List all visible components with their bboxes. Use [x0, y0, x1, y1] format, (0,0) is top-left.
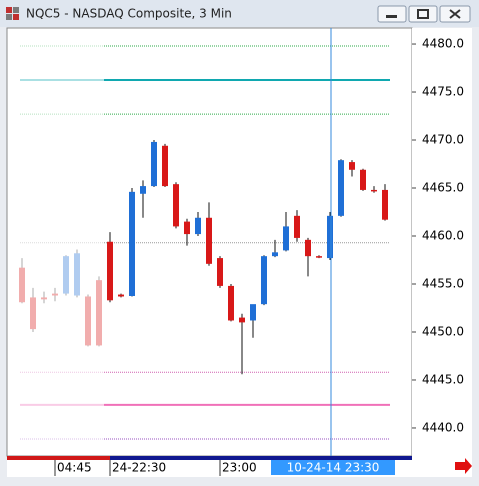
candle [151, 140, 157, 188]
candle-body [129, 191, 135, 296]
minimize-button[interactable] [377, 5, 407, 23]
candle-body [41, 297, 47, 300]
candle-body [63, 256, 69, 294]
y-tick-label: 4475.0 [422, 85, 464, 99]
app-icon [6, 7, 19, 20]
candle-body [173, 184, 179, 227]
candle-body [107, 241, 113, 301]
x-tick-label: 23:00 [222, 461, 257, 475]
candle [52, 287, 58, 302]
candle-body [294, 215, 300, 238]
y-tick-label: 4445.0 [422, 372, 464, 386]
candle [371, 186, 377, 193]
candle-body [338, 160, 344, 216]
candle [272, 239, 278, 258]
candle-body [239, 317, 245, 323]
candle-body [206, 217, 212, 264]
candle [184, 218, 190, 246]
y-tick-label: 4465.0 [422, 181, 464, 195]
candle [30, 287, 36, 332]
candle-body [283, 226, 289, 251]
y-tick-label: 4480.0 [422, 37, 464, 51]
candle-body [272, 252, 278, 257]
candle-body [118, 294, 124, 297]
candle-body [349, 162, 355, 170]
candle [327, 212, 333, 260]
candle [74, 249, 80, 298]
session-strip [110, 456, 412, 460]
maximize-button[interactable] [408, 5, 438, 23]
candle-body [52, 293, 58, 296]
window-title: NQC5 - NASDAQ Composite, 3 Min [26, 7, 232, 21]
candle [239, 313, 245, 375]
candle [140, 180, 146, 218]
candle-body [217, 258, 223, 286]
candle [261, 255, 267, 306]
candle-body [19, 267, 25, 303]
scroll-arrow[interactable] [455, 458, 472, 474]
candle [129, 188, 135, 297]
close-button[interactable] [439, 5, 471, 23]
candle-body [184, 221, 190, 235]
candle [338, 159, 344, 217]
x-tick-label: 24-22:30 [112, 461, 166, 475]
price-axis [412, 28, 472, 456]
candle [173, 182, 179, 229]
candle-body [228, 285, 234, 321]
candle-body [382, 189, 388, 220]
candle [294, 210, 300, 242]
candle-body [140, 186, 146, 194]
candle [118, 293, 124, 298]
y-tick-label: 4460.0 [422, 229, 464, 243]
candle [107, 232, 113, 303]
candle [349, 160, 355, 177]
y-tick-label: 4440.0 [422, 420, 464, 434]
history-strip [7, 456, 110, 460]
candle [41, 291, 47, 304]
candle-body [195, 217, 201, 235]
candle [195, 212, 201, 237]
candle [228, 283, 234, 322]
x-tick-label: 10-24-14 23:30 [287, 461, 380, 475]
candle-body [96, 280, 102, 346]
candle-body [30, 297, 36, 330]
candle [162, 143, 168, 188]
candle-body [360, 169, 366, 190]
plot-layer [19, 45, 390, 440]
time-highlight [271, 460, 395, 475]
candle-body [162, 145, 168, 187]
candle-body [305, 239, 311, 257]
candle-body [74, 253, 80, 296]
candle [217, 256, 223, 288]
candle [206, 202, 212, 266]
candle-body [327, 215, 333, 259]
candle [85, 294, 91, 347]
candle [96, 276, 102, 347]
candle [360, 168, 366, 191]
candle [250, 304, 256, 338]
candle-body [151, 141, 157, 187]
candle [19, 258, 25, 304]
candle-body [261, 256, 267, 305]
candle-body [316, 256, 322, 258]
candle-body [371, 189, 377, 192]
x-tick-label: 04:45 [57, 461, 92, 475]
y-tick-label: 4470.0 [422, 133, 464, 147]
y-tick-label: 4450.0 [422, 324, 464, 338]
candle [305, 237, 311, 277]
y-tick-label: 4455.0 [422, 276, 464, 290]
candle [283, 212, 289, 252]
candle [63, 255, 69, 296]
candle-body [250, 304, 256, 321]
candle-body [85, 296, 91, 346]
candle [316, 255, 322, 259]
candle [382, 184, 388, 221]
